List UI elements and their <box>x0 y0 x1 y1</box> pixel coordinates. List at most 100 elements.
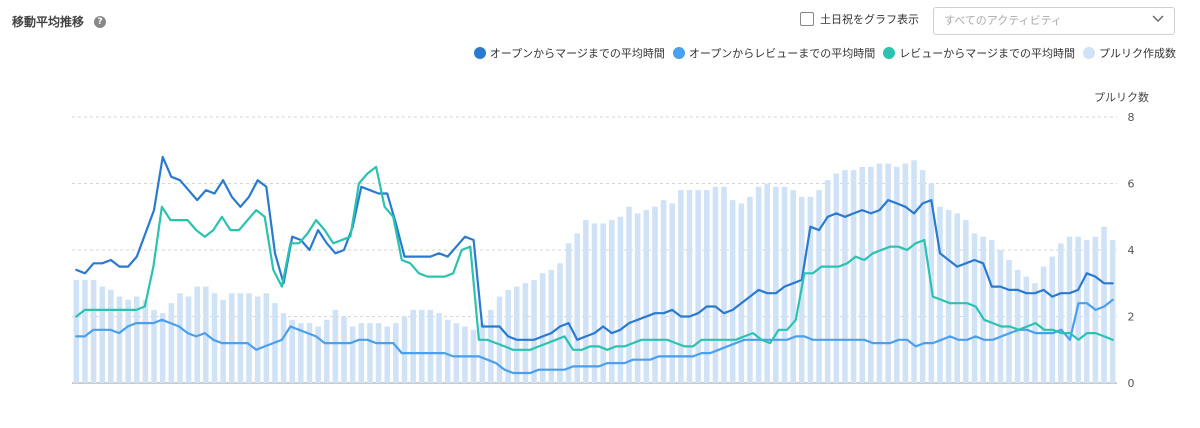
activity-select[interactable]: すべてのアクティビティ <box>933 7 1175 35</box>
bar <box>755 186 762 383</box>
legend-label: オープンからマージまでの平均時間 <box>489 47 665 60</box>
bar <box>289 319 295 383</box>
help-icon[interactable]: ? <box>94 15 107 28</box>
bar <box>151 309 157 383</box>
bar <box>868 166 874 383</box>
bar <box>280 313 287 383</box>
bar <box>712 186 719 383</box>
bar <box>634 213 641 383</box>
bar <box>185 296 192 383</box>
bar <box>298 323 304 383</box>
bar <box>349 326 356 383</box>
bar <box>591 223 598 383</box>
bar <box>211 293 218 383</box>
y-tick-label: 6 <box>1128 178 1135 191</box>
bar <box>341 316 347 383</box>
bar <box>963 220 969 383</box>
bar <box>505 289 511 383</box>
bar <box>315 326 321 383</box>
bar <box>911 160 917 383</box>
bar <box>1040 266 1047 383</box>
bar <box>410 309 416 383</box>
bar <box>773 186 779 383</box>
bar <box>142 299 149 383</box>
legend-swatch <box>672 47 685 59</box>
bar <box>384 326 390 383</box>
bar <box>781 186 788 383</box>
legend-item-0[interactable]: オープンからマージまでの平均時間 <box>473 45 665 61</box>
legend-label: オープンからレビューまでの平均時間 <box>688 47 876 60</box>
bar <box>980 236 986 383</box>
bar <box>833 173 840 383</box>
chart-title: 移動平均推移 ? <box>12 13 107 30</box>
bar <box>1109 240 1116 383</box>
bar <box>125 299 131 383</box>
bar <box>470 329 477 383</box>
bar <box>643 210 650 383</box>
bar <box>108 289 114 383</box>
bar <box>263 293 270 383</box>
bar <box>669 203 675 383</box>
bar <box>548 269 555 383</box>
bar <box>496 296 503 383</box>
legend-item-2[interactable]: レビューからマージまでの平均時間 <box>883 45 1075 61</box>
legend-item-1[interactable]: オープンからレビューまでの平均時間 <box>672 45 876 61</box>
bar <box>626 206 632 383</box>
bar <box>82 279 88 383</box>
bar <box>1049 256 1055 383</box>
bar <box>436 313 442 383</box>
bar <box>652 206 658 383</box>
bar <box>678 190 684 383</box>
bar <box>919 170 926 383</box>
bar <box>237 293 244 383</box>
bar <box>842 170 848 383</box>
bar <box>134 296 140 383</box>
bar <box>902 163 909 383</box>
bar <box>799 196 805 383</box>
bar <box>99 286 105 383</box>
bar <box>254 296 261 383</box>
bar <box>1084 240 1090 383</box>
bar <box>928 183 935 383</box>
bar <box>945 210 952 383</box>
legend-item-3[interactable]: プルリク作成数 <box>1083 45 1176 61</box>
legend-swatch <box>1083 47 1095 59</box>
bar <box>514 286 520 383</box>
bar <box>419 309 425 383</box>
bar <box>1014 269 1021 383</box>
bar <box>159 313 166 383</box>
bar <box>177 293 183 383</box>
bar <box>453 323 460 383</box>
bar <box>747 196 753 383</box>
legend-label: レビューからマージまでの平均時間 <box>899 47 1075 60</box>
holiday-toggle[interactable]: 土日祝をグラフ表示 <box>800 11 919 27</box>
bar <box>574 233 580 383</box>
bar <box>522 283 529 383</box>
bar <box>358 323 365 383</box>
bar <box>894 166 900 383</box>
bar <box>850 170 857 383</box>
bar <box>73 279 80 383</box>
bar <box>332 309 339 383</box>
line-series-1 <box>75 298 1114 375</box>
bar <box>462 326 468 383</box>
holiday-label: 土日祝をグラフ表示 <box>820 13 919 26</box>
bar <box>583 220 589 383</box>
bar <box>565 243 572 383</box>
holiday-checkbox[interactable] <box>800 12 814 26</box>
bar <box>1058 243 1064 383</box>
bar <box>539 273 546 383</box>
bar <box>876 163 883 383</box>
bar <box>738 203 745 383</box>
bar <box>954 213 960 383</box>
bar <box>531 279 537 383</box>
bar <box>1032 283 1038 383</box>
bar <box>90 279 97 383</box>
bar <box>885 163 891 383</box>
y-tick-label: 2 <box>1128 311 1135 324</box>
bar <box>729 200 736 383</box>
bar <box>824 180 831 383</box>
bar <box>116 296 123 383</box>
bar <box>790 190 796 383</box>
bar <box>609 220 615 383</box>
